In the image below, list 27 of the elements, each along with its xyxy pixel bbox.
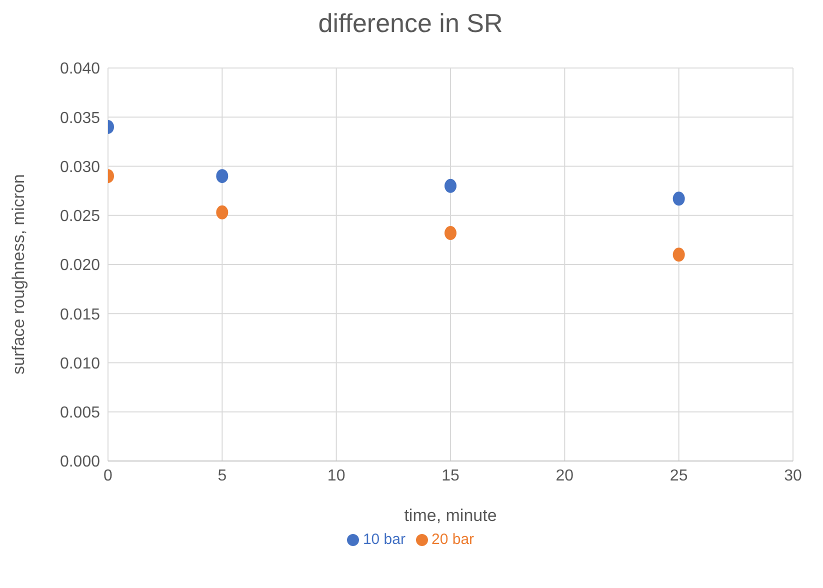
point	[444, 226, 456, 240]
x-tick-label: 5	[218, 467, 227, 484]
point	[216, 169, 228, 184]
x-axis-title: time, minute	[404, 506, 497, 525]
y-tick-label: 0.015	[60, 306, 100, 324]
point	[216, 205, 228, 220]
point	[672, 192, 685, 206]
x-tick-label: 20	[556, 467, 574, 484]
y-tick-label: 0.000	[60, 454, 100, 471]
x-tick-label: 30	[784, 467, 802, 484]
point	[444, 178, 456, 193]
y-tick-label: 0.035	[60, 110, 100, 127]
x-tick-label: 10	[327, 467, 346, 484]
x-tick-label: 15	[442, 467, 460, 484]
x-tick-label: 0	[104, 467, 113, 484]
y-tick-label: 0.030	[60, 158, 100, 176]
chart-title: difference in SR	[317, 8, 504, 40]
legend-label: 10 bar	[362, 531, 406, 548]
legend-label: 20 bar	[432, 531, 474, 548]
x-tick-label: 25	[670, 467, 688, 484]
y-tick-label: 0.040	[60, 60, 100, 78]
y-tick-label: 0.010	[60, 355, 100, 372]
y-tick-label: 0.025	[60, 208, 100, 226]
y-tick-label: 0.005	[60, 404, 100, 422]
y-axis-title: surface roughness, micron	[9, 174, 28, 374]
point	[672, 248, 685, 262]
y-tick-label: 0.020	[60, 257, 100, 274]
